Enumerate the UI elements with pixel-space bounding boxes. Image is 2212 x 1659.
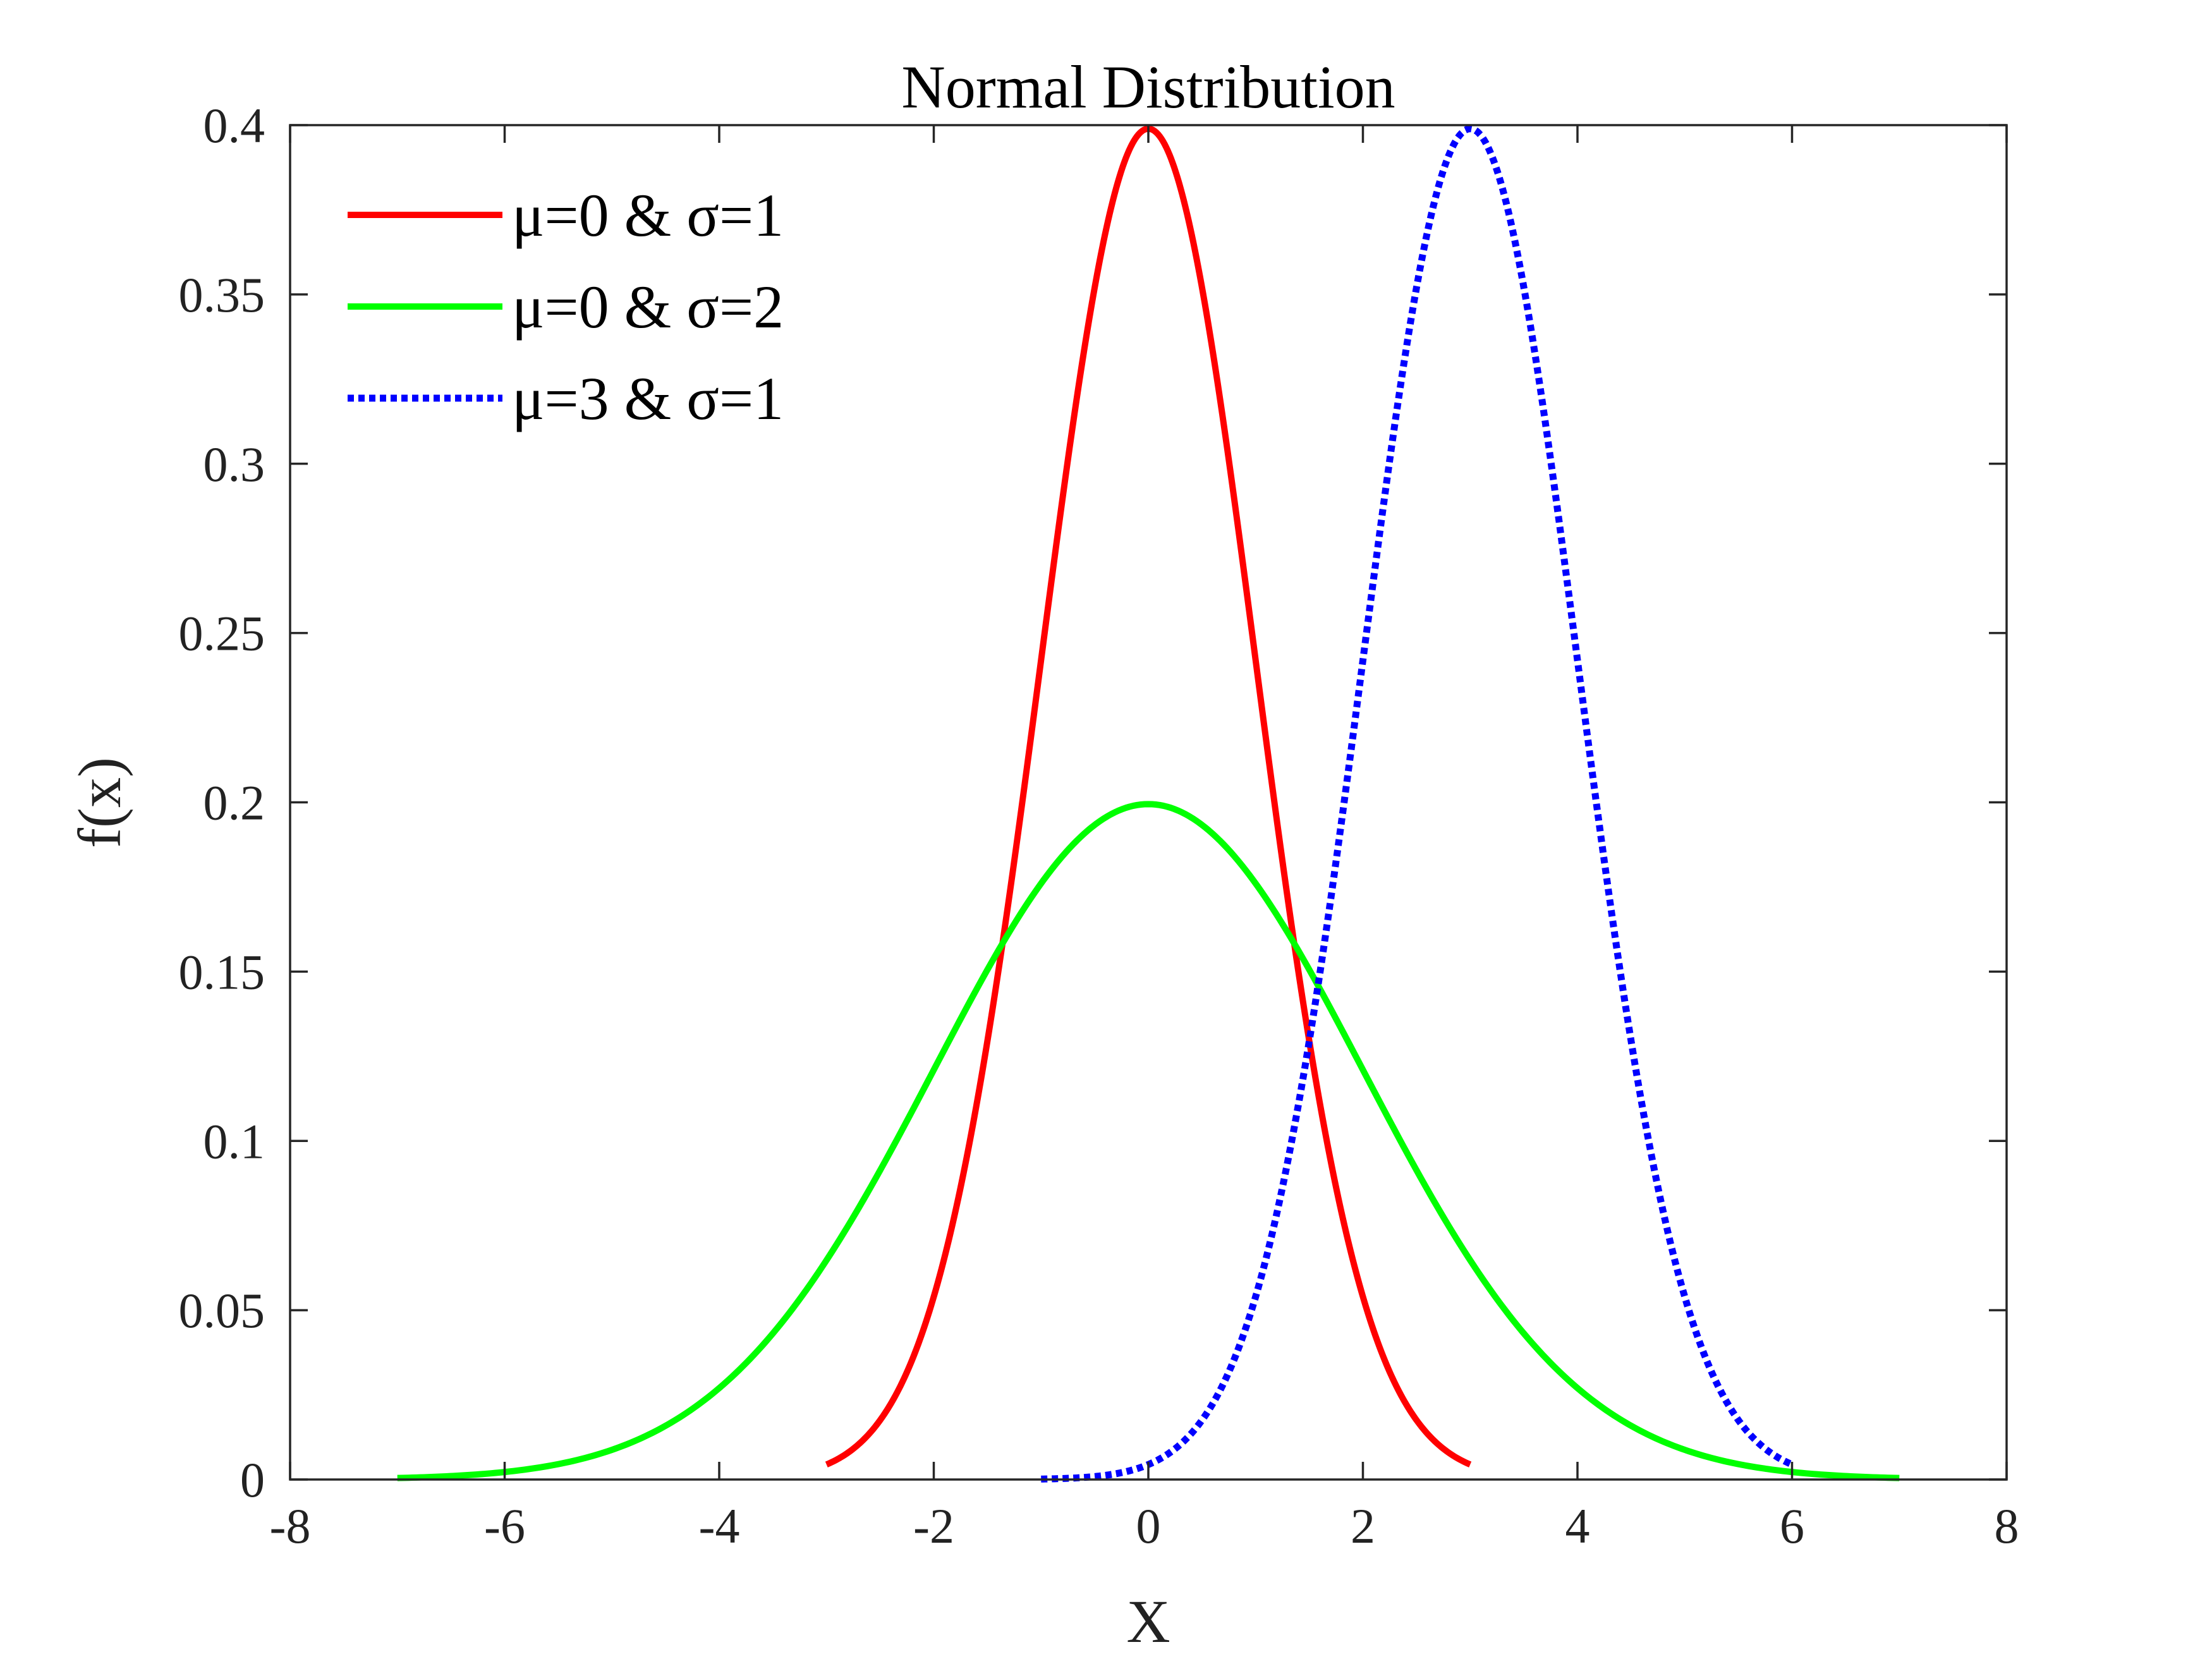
legend-label-3: μ=3 & σ=1 [512,365,784,432]
legend-label-1: μ=0 & σ=1 [512,181,784,249]
tick-labels-layer: -8 -6 -4 -2 0 2 4 6 8 0 0.05 0.1 0.15 0.2 0.25 0.3 0.35 0… [179,98,2019,1553]
y-tick-label: 0.05 [179,1283,265,1338]
x-tick-label: -8 [270,1498,311,1553]
series-line-2 [397,801,1900,1481]
legend: μ=0 & σ=1 μ=0 & σ=2 μ=3 & σ=1 [348,181,784,432]
y-tick-label: 0.1 [204,1114,265,1169]
x-tick-label: -2 [913,1498,954,1553]
legend-label-2: μ=0 & σ=2 [512,273,784,341]
x-tick-label: -4 [699,1498,740,1553]
y-tick-label: 0.4 [204,98,265,153]
y-tick-label: 0.3 [204,437,265,492]
x-tick-label: 6 [1780,1498,1804,1553]
x-tick-label: -6 [484,1498,525,1553]
x-tick-label: 2 [1351,1498,1375,1553]
series-line-3 [1039,125,1794,1483]
y-tick-label: 0.2 [204,775,265,830]
x-tick-label: 4 [1565,1498,1590,1553]
x-axis-label: X [1126,1588,1170,1655]
chart-title: Normal Distribution [901,53,1395,121]
y-tick-label: 0.35 [179,267,265,322]
y-tick-label: 0.25 [179,606,265,661]
x-tick-label: 0 [1136,1498,1161,1553]
y-tick-label: 0 [240,1452,265,1507]
x-tick-label: 8 [1995,1498,2019,1553]
y-tick-label: 0.15 [179,944,265,999]
y-axis-label: f(x) [66,757,133,848]
ticks-layer [289,124,2008,1481]
